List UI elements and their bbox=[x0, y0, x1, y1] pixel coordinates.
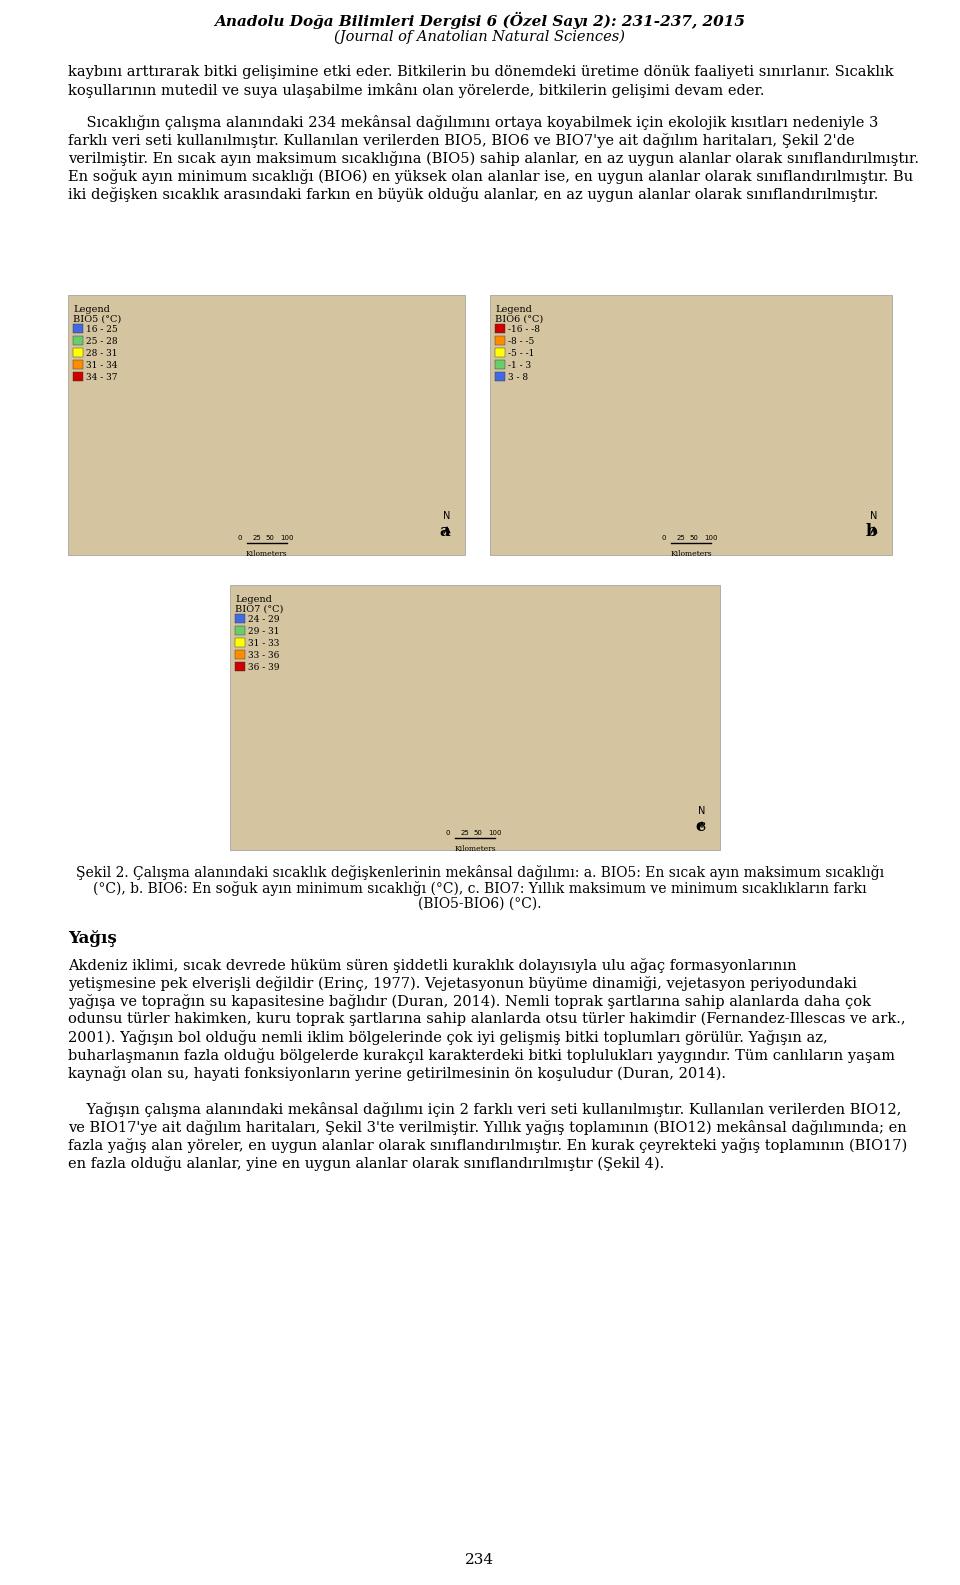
Text: 50: 50 bbox=[689, 536, 699, 540]
Bar bbox=[495, 360, 505, 369]
Text: 25: 25 bbox=[461, 831, 469, 835]
Text: BIO6 (°C): BIO6 (°C) bbox=[495, 315, 543, 323]
Text: -16 - -8: -16 - -8 bbox=[508, 325, 540, 334]
Text: -5 - -1: -5 - -1 bbox=[508, 349, 535, 358]
Text: 100: 100 bbox=[489, 831, 502, 835]
Text: Yağışın çalışma alanındaki mekânsal dağılımı için 2 farklı veri seti kullanılmış: Yağışın çalışma alanındaki mekânsal dağı… bbox=[68, 1102, 901, 1117]
Text: 31 - 33: 31 - 33 bbox=[248, 639, 279, 648]
Text: Kilometers: Kilometers bbox=[670, 550, 711, 558]
Bar bbox=[495, 323, 505, 333]
Bar bbox=[235, 639, 245, 647]
Text: 25 - 28: 25 - 28 bbox=[86, 338, 118, 346]
Text: 25: 25 bbox=[252, 536, 261, 540]
FancyBboxPatch shape bbox=[490, 295, 892, 555]
Bar bbox=[73, 372, 83, 380]
Text: BIO5 (°C): BIO5 (°C) bbox=[73, 315, 121, 323]
Text: (Journal of Anatolian Natural Sciences): (Journal of Anatolian Natural Sciences) bbox=[334, 30, 626, 44]
Text: 33 - 36: 33 - 36 bbox=[248, 651, 279, 659]
Text: yetişmesine pek elverişli değildir (Erinç, 1977). Vejetasyonun büyüme dinamiği, : yetişmesine pek elverişli değildir (Erin… bbox=[68, 976, 857, 991]
Text: BIO7 (°C): BIO7 (°C) bbox=[235, 605, 283, 613]
Text: Akdeniz iklimi, sıcak devrede hüküm süren şiddetli kuraklık dolayısıyla ulu ağaç: Akdeniz iklimi, sıcak devrede hüküm süre… bbox=[68, 957, 797, 973]
Text: 234: 234 bbox=[466, 1553, 494, 1568]
Text: N: N bbox=[871, 510, 877, 521]
Bar bbox=[73, 323, 83, 333]
Text: 0: 0 bbox=[445, 831, 450, 835]
Bar bbox=[495, 349, 505, 357]
Text: 36 - 39: 36 - 39 bbox=[248, 663, 279, 672]
Bar bbox=[73, 360, 83, 369]
Text: Kilometers: Kilometers bbox=[246, 550, 287, 558]
Text: 100: 100 bbox=[279, 536, 293, 540]
Text: -1 - 3: -1 - 3 bbox=[508, 361, 531, 369]
Text: Sıcaklığın çalışma alanındaki 234 mekânsal dağılımını ortaya koyabilmek için eko: Sıcaklığın çalışma alanındaki 234 mekâns… bbox=[68, 116, 878, 130]
Text: 3 - 8: 3 - 8 bbox=[508, 372, 528, 382]
Text: koşullarının mutedil ve suya ulaşabilme imkânı olan yörelerde, bitkilerin gelişi: koşullarının mutedil ve suya ulaşabilme … bbox=[68, 82, 764, 98]
Text: En soğuk ayın minimum sıcaklığı (BIO6) en yüksek olan alanlar ise, en uygun alan: En soğuk ayın minimum sıcaklığı (BIO6) e… bbox=[68, 170, 913, 184]
Text: 34 - 37: 34 - 37 bbox=[86, 372, 117, 382]
Text: verilmiştir. En sıcak ayın maksimum sıcaklığına (BIO5) sahip alanlar, en az uygu: verilmiştir. En sıcak ayın maksimum sıca… bbox=[68, 151, 919, 166]
Text: odunsu türler hakimken, kuru toprak şartlarına sahip alanlarda otsu türler hakim: odunsu türler hakimken, kuru toprak şart… bbox=[68, 1011, 905, 1027]
Text: Legend: Legend bbox=[495, 304, 532, 314]
Bar bbox=[495, 372, 505, 380]
Text: N: N bbox=[444, 510, 450, 521]
Text: 50: 50 bbox=[265, 536, 274, 540]
Text: N: N bbox=[698, 807, 706, 816]
Text: 0: 0 bbox=[237, 536, 242, 540]
Text: iki değişken sıcaklık arasındaki farkın en büyük olduğu alanlar, en az uygun ala: iki değişken sıcaklık arasındaki farkın … bbox=[68, 187, 878, 201]
Text: (BIO5-BIO6) (°C).: (BIO5-BIO6) (°C). bbox=[419, 897, 541, 911]
Bar bbox=[235, 650, 245, 659]
Text: 29 - 31: 29 - 31 bbox=[248, 628, 279, 636]
Text: fazla yağış alan yöreler, en uygun alanlar olarak sınıflandırılmıştır. En kurak : fazla yağış alan yöreler, en uygun alanl… bbox=[68, 1138, 907, 1152]
Bar bbox=[235, 613, 245, 623]
Bar bbox=[73, 349, 83, 357]
Bar bbox=[235, 663, 245, 670]
Text: 50: 50 bbox=[473, 831, 483, 835]
Text: (°C), b. BIO6: En soğuk ayın minimum sıcaklığı (°C), c. BIO7: Yıllık maksimum ve: (°C), b. BIO6: En soğuk ayın minimum sıc… bbox=[93, 881, 867, 896]
Text: buharlaşmanın fazla olduğu bölgelerde kurakçıl karakterdeki bitki toplulukları y: buharlaşmanın fazla olduğu bölgelerde ku… bbox=[68, 1048, 895, 1064]
Text: c: c bbox=[695, 818, 705, 835]
Text: Anadolu Doğa Bilimleri Dergisi 6 (Özel Sayı 2): 231-237, 2015: Anadolu Doğa Bilimleri Dergisi 6 (Özel S… bbox=[214, 13, 746, 29]
Text: Legend: Legend bbox=[73, 304, 109, 314]
Text: b: b bbox=[865, 523, 877, 540]
Text: 28 - 31: 28 - 31 bbox=[86, 349, 117, 358]
Text: Kilometers: Kilometers bbox=[454, 845, 495, 853]
FancyBboxPatch shape bbox=[68, 295, 465, 555]
Text: kaynağı olan su, hayati fonksiyonların yerine getirilmesinin ön koşuludur (Duran: kaynağı olan su, hayati fonksiyonların y… bbox=[68, 1067, 726, 1081]
Text: Yağış: Yağış bbox=[68, 930, 117, 946]
Text: ve BIO17'ye ait dağılım haritaları, Şekil 3'te verilmiştir. Yıllık yağış toplamı: ve BIO17'ye ait dağılım haritaları, Şeki… bbox=[68, 1121, 907, 1135]
Bar bbox=[235, 626, 245, 636]
Text: Legend: Legend bbox=[235, 594, 272, 604]
Text: 100: 100 bbox=[705, 536, 718, 540]
Text: -8 - -5: -8 - -5 bbox=[508, 338, 535, 346]
Text: kaybını arttırarak bitki gelişimine etki eder. Bitkilerin bu dönemdeki üretime d: kaybını arttırarak bitki gelişimine etki… bbox=[68, 65, 894, 79]
Text: 0: 0 bbox=[661, 536, 666, 540]
Text: 2001). Yağışın bol olduğu nemli iklim bölgelerinde çok iyi gelişmiş bitki toplum: 2001). Yağışın bol olduğu nemli iklim bö… bbox=[68, 1030, 828, 1045]
Text: a: a bbox=[440, 523, 450, 540]
Text: 31 - 34: 31 - 34 bbox=[86, 361, 117, 369]
FancyBboxPatch shape bbox=[230, 585, 720, 850]
Text: 24 - 29: 24 - 29 bbox=[248, 615, 279, 624]
Text: en fazla olduğu alanlar, yine en uygun alanlar olarak sınıflandırılmıştır (Şekil: en fazla olduğu alanlar, yine en uygun a… bbox=[68, 1155, 664, 1171]
Bar bbox=[495, 336, 505, 346]
Text: 16 - 25: 16 - 25 bbox=[86, 325, 118, 334]
Bar bbox=[73, 336, 83, 346]
Text: farklı veri seti kullanılmıştır. Kullanılan verilerden BIO5, BIO6 ve BIO7'ye ait: farklı veri seti kullanılmıştır. Kullanı… bbox=[68, 133, 854, 147]
Text: 25: 25 bbox=[677, 536, 685, 540]
Text: Şekil 2. Çalışma alanındaki sıcaklık değişkenlerinin mekânsal dağılımı: a. BIO5:: Şekil 2. Çalışma alanındaki sıcaklık değ… bbox=[76, 865, 884, 880]
Text: yağışa ve toprağın su kapasitesine bağlıdır (Duran, 2014). Nemli toprak şartları: yağışa ve toprağın su kapasitesine bağlı… bbox=[68, 994, 871, 1010]
